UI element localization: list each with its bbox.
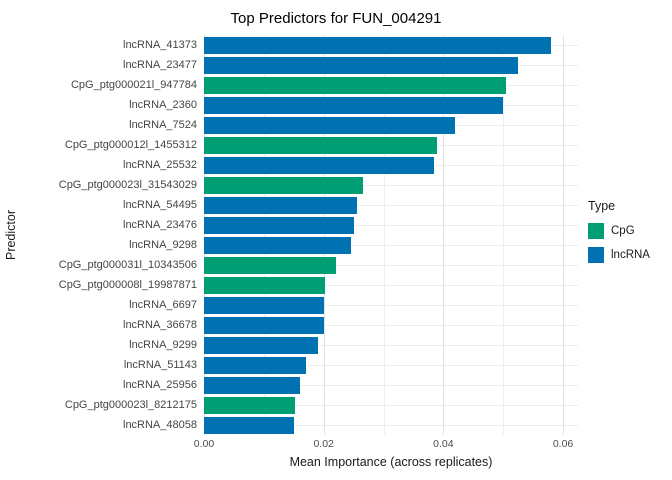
legend-item-CpG: CpG (588, 223, 672, 239)
h-gridline (204, 185, 578, 186)
major-gridline (323, 35, 325, 435)
category-label: lncRNA_9298 (129, 239, 197, 251)
bar-CpG_ptg000012l_1455312 (204, 136, 438, 154)
category-label: lncRNA_51143 (123, 359, 197, 371)
bar-CpG_ptg000008l_19987871 (204, 276, 325, 294)
bar-lncRNA_23476 (204, 216, 354, 234)
bar-lncRNA_2360 (204, 96, 504, 114)
major-gridline (563, 35, 565, 435)
bar-lncRNA_9298 (204, 236, 351, 254)
minor-gridline (263, 35, 265, 435)
h-gridline (204, 405, 578, 406)
bar-lncRNA_25956 (204, 376, 300, 394)
bar-lncRNA_41373 (204, 36, 552, 54)
category-label: lncRNA_23476 (123, 219, 197, 231)
category-label: CpG_ptg000023l_31543029 (58, 179, 197, 191)
h-gridline (204, 285, 578, 286)
bar-lncRNA_23477 (204, 56, 519, 74)
category-label: lncRNA_41373 (123, 39, 197, 51)
h-gridline (204, 345, 578, 346)
bar-CpG_ptg000031l_10343506 (204, 256, 336, 274)
category-label: CpG_ptg000021l_947784 (70, 79, 197, 91)
plot-row: lncRNA_41373 lncRNA_23477 CpG_ptg000021l_9… (22, 35, 578, 435)
bar-lncRNA_48058 (204, 416, 294, 434)
h-gridline (204, 245, 578, 246)
major-gridline (204, 35, 205, 435)
category-label: lncRNA_23477 (123, 59, 197, 71)
category-label: lncRNA_7524 (129, 119, 197, 131)
h-gridline (204, 265, 578, 266)
major-gridline (443, 35, 445, 435)
x-axis: 0.00 0.02 0.04 0.06 (194, 435, 578, 451)
legend-label: CpG (611, 225, 635, 237)
bar-lncRNA_9299 (204, 336, 318, 354)
category-label: lncRNA_25956 (123, 379, 197, 391)
legend-swatch-CpG (588, 223, 604, 239)
category-label: lncRNA_6697 (129, 299, 197, 311)
chart-title: Top Predictors for FUN_004291 (230, 10, 442, 27)
bar-CpG_ptg000023l_31543029 (204, 176, 363, 194)
chart-body: Predictor lncRNA_41373 lncRNA_23477 CpG_pt… (0, 35, 672, 469)
category-label: lncRNA_54495 (123, 199, 197, 211)
x-tick-label: 0.02 (313, 438, 334, 450)
legend-label: lncRNA (611, 249, 650, 261)
plot-area: lncRNA_41373 lncRNA_23477 CpG_ptg000021l_9… (22, 35, 578, 469)
category-label: CpG_ptg000023l_8212175 (64, 399, 197, 411)
x-tick-label: 0.04 (433, 438, 454, 450)
category-label: lncRNA_48058 (123, 419, 197, 431)
minor-gridline (503, 35, 505, 435)
h-gridline (204, 225, 578, 226)
bar-lncRNA_51143 (204, 356, 306, 374)
h-gridline (204, 425, 578, 426)
category-label: lncRNA_9299 (129, 339, 197, 351)
y-axis-title: Predictor (4, 209, 18, 261)
x-tick-label: 0.06 (552, 438, 574, 450)
h-gridline (204, 305, 578, 306)
bar-CpG_ptg000021l_947784 (204, 76, 507, 94)
bar-lncRNA_36678 (204, 316, 324, 334)
h-gridline (204, 205, 578, 206)
h-gridline (204, 385, 578, 386)
minor-gridline (383, 35, 385, 435)
bar-lncRNA_7524 (204, 116, 456, 134)
category-label: lncRNA_2360 (129, 99, 197, 111)
legend-title: Type (588, 199, 616, 213)
category-label: CpG_ptg000031l_10343506 (58, 259, 197, 271)
category-label: lncRNA_25532 (123, 159, 197, 171)
x-axis-title: Mean Importance (across replicates) (289, 455, 493, 469)
plot-panel (204, 35, 578, 435)
h-gridline (204, 365, 578, 366)
bar-CpG_ptg000023l_8212175 (204, 396, 295, 414)
legend-items: CpG lncRNA (588, 223, 672, 271)
legend: Type CpG lncRNA (578, 35, 672, 435)
category-label: lncRNA_36678 (123, 319, 197, 331)
h-gridline (204, 325, 578, 326)
bar-lncRNA_54495 (204, 196, 357, 214)
category-labels: lncRNA_41373 lncRNA_23477 CpG_ptg000021l_9… (22, 35, 204, 435)
y-axis-title-column: Predictor (0, 35, 22, 435)
x-tick-label: 0.00 (193, 438, 215, 450)
legend-swatch-lncRNA (588, 247, 604, 263)
category-label: CpG_ptg000008l_19987871 (58, 279, 197, 291)
category-label: CpG_ptg000012l_1455312 (64, 139, 197, 151)
legend-item-lncRNA: lncRNA (588, 247, 672, 263)
bar-lncRNA_25532 (204, 156, 435, 174)
bar-lncRNA_6697 (204, 296, 324, 314)
